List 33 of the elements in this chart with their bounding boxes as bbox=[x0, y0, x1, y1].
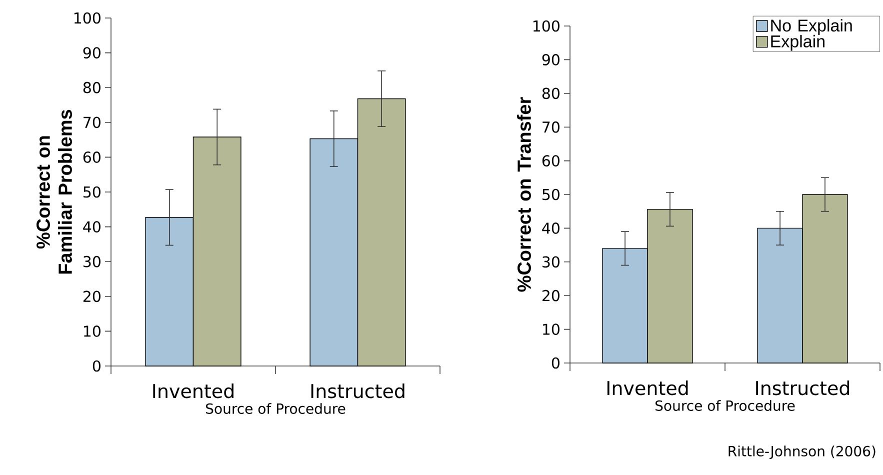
x-axis-title: Source of Procedure bbox=[656, 400, 795, 411]
y-tick-label: 20 bbox=[83, 290, 100, 302]
y-tick-label: 10 bbox=[84, 326, 100, 337]
y-tick-label: 60 bbox=[542, 155, 560, 166]
legend-label: No Explain bbox=[771, 19, 852, 35]
y-tick-label: 80 bbox=[542, 88, 560, 100]
y-tick-label: 30 bbox=[542, 256, 560, 268]
y-axis-title: %Correct on Familiar Problems bbox=[36, 110, 72, 274]
y-tick-label: 70 bbox=[542, 121, 560, 133]
y-tick-label: 50 bbox=[542, 188, 560, 200]
x-axis-title: Source of Procedure bbox=[206, 403, 346, 414]
y-tick-label: 100 bbox=[74, 12, 100, 24]
y-tick-label: 100 bbox=[533, 20, 560, 32]
x-tick-label: Instructed bbox=[756, 380, 850, 396]
y-tick-label: 0 bbox=[92, 360, 100, 372]
y-tick-label: 50 bbox=[84, 186, 100, 198]
y-tick-label: 40 bbox=[83, 221, 100, 232]
y-tick-label: 40 bbox=[542, 222, 560, 234]
text: Rittle-Johnson (2006) bbox=[728, 446, 876, 460]
y-tick-label: 60 bbox=[83, 152, 100, 163]
x-tick-label: Invented bbox=[607, 380, 688, 396]
y-tick-label: 30 bbox=[84, 256, 100, 268]
x-tick-label: Instructed bbox=[311, 384, 404, 398]
y-tick-label: 80 bbox=[83, 82, 100, 94]
legend-label: Explain bbox=[771, 34, 824, 51]
x-tick-label: Invented bbox=[153, 384, 234, 398]
y-tick-label: 10 bbox=[543, 324, 560, 335]
y-tick-label: 70 bbox=[84, 116, 100, 128]
y-tick-label: 0 bbox=[552, 357, 560, 369]
y-tick-label: 90 bbox=[83, 47, 100, 58]
y-axis-title: %Correct on Transfer bbox=[517, 97, 531, 292]
y-tick-label: 90 bbox=[542, 54, 560, 66]
y-tick-label: 20 bbox=[542, 290, 560, 302]
